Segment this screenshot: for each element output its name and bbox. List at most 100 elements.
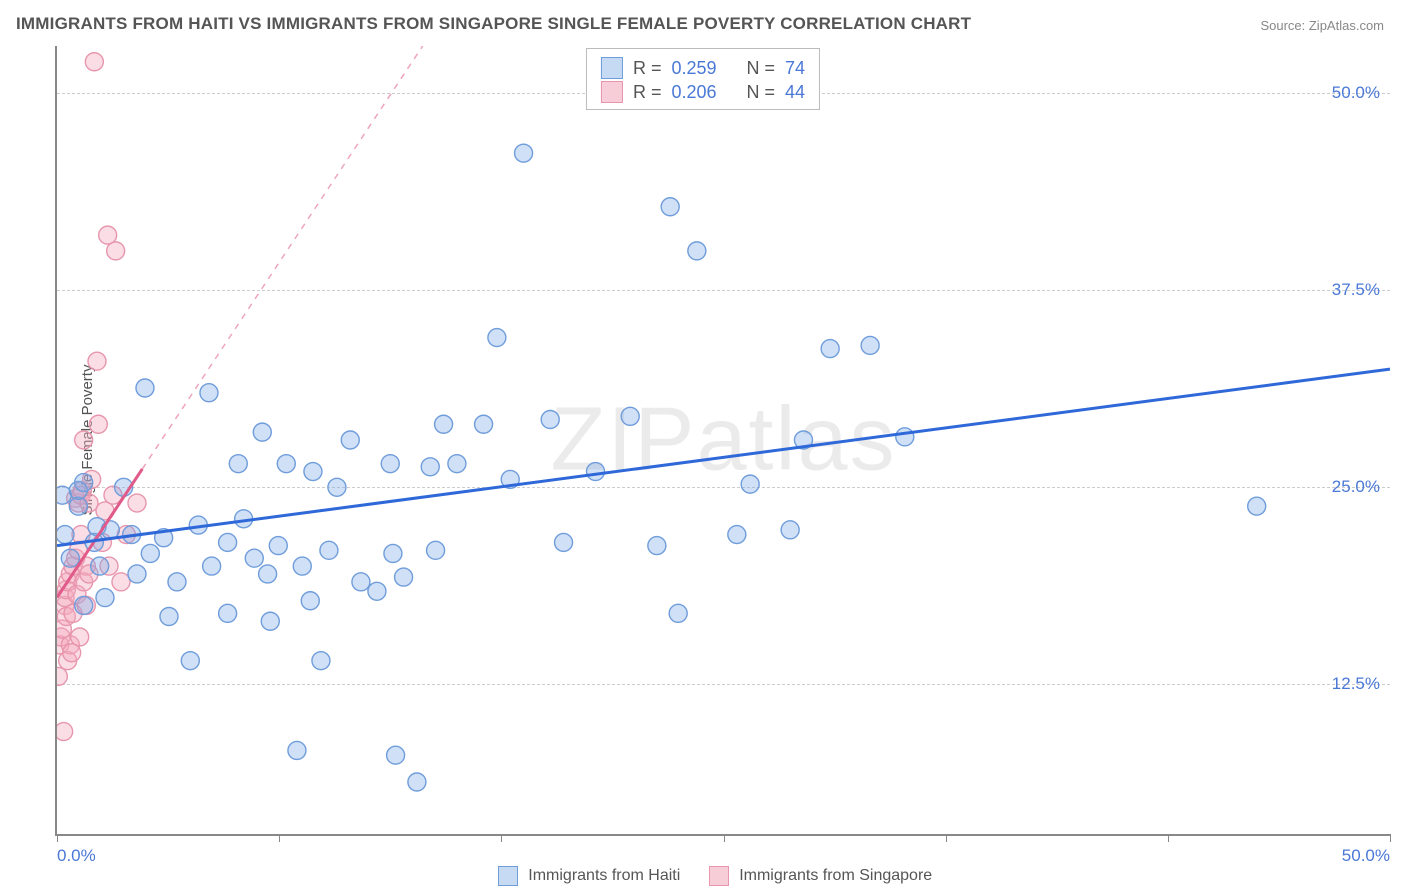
swatch-haiti-icon <box>498 866 518 886</box>
swatch-singapore <box>601 81 623 103</box>
legend-label-haiti: Immigrants from Haiti <box>528 867 680 884</box>
swatch-haiti <box>601 57 623 79</box>
point-haiti <box>245 549 263 567</box>
legend-row-haiti: R = 0.259 N = 74 <box>601 57 805 79</box>
x-tick <box>1390 834 1391 842</box>
point-haiti <box>57 526 74 544</box>
x-tick <box>724 834 725 842</box>
n-label: N = <box>747 58 776 79</box>
chart-title: IMMIGRANTS FROM HAITI VS IMMIGRANTS FROM… <box>16 14 971 34</box>
point-haiti <box>408 773 426 791</box>
point-haiti <box>475 415 493 433</box>
point-haiti <box>669 604 687 622</box>
point-singapore <box>75 431 93 449</box>
point-singapore <box>107 242 125 260</box>
point-haiti <box>555 533 573 551</box>
x-tick <box>57 834 58 842</box>
point-haiti <box>304 463 322 481</box>
point-haiti <box>368 582 386 600</box>
x-tick-label: 0.0% <box>57 846 96 866</box>
regression-line-dashed <box>142 46 422 469</box>
point-haiti <box>61 549 79 567</box>
point-haiti <box>728 526 746 544</box>
point-haiti <box>293 557 311 575</box>
point-haiti <box>648 537 666 555</box>
point-haiti <box>395 568 413 586</box>
x-tick <box>1168 834 1169 842</box>
r-value-haiti: 0.259 <box>671 58 716 79</box>
point-haiti <box>253 423 271 441</box>
point-haiti <box>515 144 533 162</box>
point-haiti <box>328 478 346 496</box>
point-haiti <box>96 589 114 607</box>
point-singapore <box>85 53 103 71</box>
series-legend: Immigrants from Haiti Immigrants from Si… <box>0 866 1406 886</box>
point-haiti <box>312 652 330 670</box>
point-haiti <box>741 475 759 493</box>
point-haiti <box>128 565 146 583</box>
x-tick <box>501 834 502 842</box>
point-haiti <box>168 573 186 591</box>
point-haiti <box>136 379 154 397</box>
r-label: R = <box>633 82 662 103</box>
point-haiti <box>101 521 119 539</box>
point-haiti <box>219 533 237 551</box>
point-haiti <box>301 592 319 610</box>
point-haiti <box>381 455 399 473</box>
point-haiti <box>427 541 445 559</box>
r-value-singapore: 0.206 <box>671 82 716 103</box>
point-singapore <box>128 494 146 512</box>
plot-area: ZIPatlas 12.5%25.0%37.5%50.0%0.0%50.0% <box>55 46 1390 836</box>
point-haiti <box>141 544 159 562</box>
point-haiti <box>541 411 559 429</box>
point-haiti <box>259 565 277 583</box>
point-haiti <box>621 407 639 425</box>
n-label: N = <box>747 82 776 103</box>
point-haiti <box>229 455 247 473</box>
x-tick-label: 50.0% <box>1340 846 1390 866</box>
n-value-haiti: 74 <box>785 58 805 79</box>
legend-row-singapore: R = 0.206 N = 44 <box>601 81 805 103</box>
point-haiti <box>341 431 359 449</box>
correlation-legend: R = 0.259 N = 74 R = 0.206 N = 44 <box>586 48 820 110</box>
point-singapore <box>57 723 73 741</box>
point-haiti <box>821 340 839 358</box>
swatch-singapore-icon <box>709 866 729 886</box>
point-haiti <box>277 455 295 473</box>
point-singapore <box>88 352 106 370</box>
point-haiti <box>269 537 287 555</box>
point-haiti <box>200 384 218 402</box>
scatter-svg <box>57 46 1390 834</box>
point-singapore <box>89 415 107 433</box>
regression-line <box>57 369 1390 546</box>
point-haiti <box>181 652 199 670</box>
point-haiti <box>352 573 370 591</box>
point-haiti <box>435 415 453 433</box>
point-haiti <box>896 428 914 446</box>
point-haiti <box>587 463 605 481</box>
r-label: R = <box>633 58 662 79</box>
point-haiti <box>421 458 439 476</box>
point-haiti <box>219 604 237 622</box>
point-haiti <box>288 741 306 759</box>
point-haiti <box>384 544 402 562</box>
x-tick <box>946 834 947 842</box>
point-singapore <box>112 573 130 591</box>
point-haiti <box>688 242 706 260</box>
point-haiti <box>261 612 279 630</box>
point-haiti <box>1248 497 1266 515</box>
point-haiti <box>91 557 109 575</box>
point-haiti <box>320 541 338 559</box>
source-attribution: Source: ZipAtlas.com <box>1260 18 1384 33</box>
point-haiti <box>661 198 679 216</box>
point-haiti <box>387 746 405 764</box>
point-haiti <box>75 596 93 614</box>
point-singapore <box>71 628 89 646</box>
legend-label-singapore: Immigrants from Singapore <box>739 867 932 884</box>
point-haiti <box>160 608 178 626</box>
point-haiti <box>203 557 221 575</box>
point-haiti <box>488 329 506 347</box>
point-haiti <box>75 474 93 492</box>
n-value-singapore: 44 <box>785 82 805 103</box>
point-haiti <box>861 336 879 354</box>
